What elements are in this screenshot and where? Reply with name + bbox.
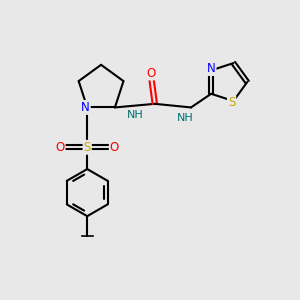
Text: NH: NH <box>177 112 194 123</box>
Text: O: O <box>146 67 156 80</box>
Text: N: N <box>81 101 90 114</box>
Text: O: O <box>110 141 119 154</box>
Text: O: O <box>56 141 65 154</box>
Text: N: N <box>207 62 215 75</box>
Text: S: S <box>83 141 91 154</box>
Text: S: S <box>228 96 235 109</box>
Text: NH: NH <box>127 110 143 120</box>
